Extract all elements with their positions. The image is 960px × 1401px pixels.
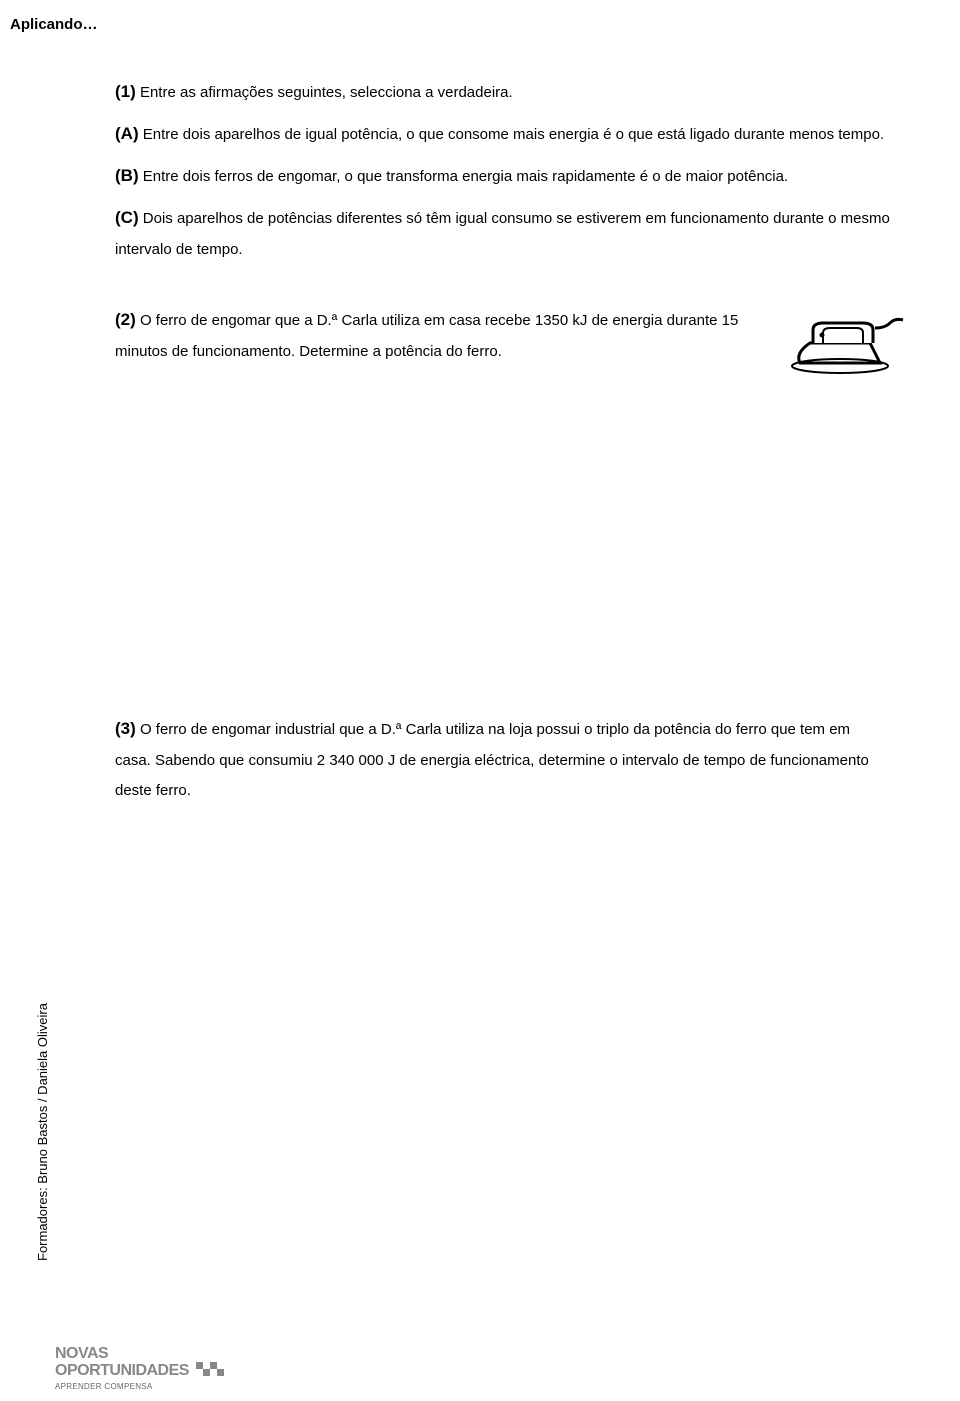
question-3: (3) O ferro de engomar industrial que a … [115, 712, 890, 806]
option-b-text: Entre dois ferros de engomar, o que tran… [143, 168, 788, 185]
q3-text: O ferro de engomar industrial que a D.ª … [115, 721, 869, 799]
q1-number: (1) [115, 82, 136, 101]
option-a: (A) Entre dois aparelhos de igual potênc… [115, 117, 890, 151]
question-1: (1) Entre as afirmações seguintes, selec… [115, 75, 890, 265]
q3-number: (3) [115, 719, 136, 738]
option-a-letter: (A) [115, 124, 139, 143]
option-b-letter: (B) [115, 166, 139, 185]
option-c: (C) Dois aparelhos de potências diferent… [115, 201, 890, 265]
logo-subtitle: APRENDER COMPENSA [55, 1382, 224, 1391]
option-a-text: Entre dois aparelhos de igual potência, … [143, 126, 884, 143]
q1-text: Entre as afirmações seguintes, seleccion… [140, 84, 513, 101]
question-2: (2) O ferro de engomar que a D.ª Carla u… [115, 303, 890, 367]
q2-text: O ferro de engomar que a D.ª Carla utili… [115, 312, 738, 360]
section-header: Aplicando… [10, 16, 98, 33]
footer-logo: NOVAS OPORTUNIDADES APRENDER COMPENSA [55, 1346, 224, 1391]
option-c-text: Dois aparelhos de potências diferentes s… [115, 210, 890, 258]
iron-icon [785, 298, 910, 392]
content-block: (1) Entre as afirmações seguintes, selec… [115, 75, 890, 806]
logo-line1: NOVAS [55, 1346, 224, 1362]
option-b: (B) Entre dois ferros de engomar, o que … [115, 159, 890, 193]
q2-number: (2) [115, 310, 136, 329]
checker-icon [196, 1362, 224, 1380]
vertical-authors-label: Formadores: Bruno Bastos / Daniela Olive… [35, 1003, 50, 1261]
logo-line2: OPORTUNIDADES [55, 1362, 224, 1380]
option-c-letter: (C) [115, 208, 139, 227]
